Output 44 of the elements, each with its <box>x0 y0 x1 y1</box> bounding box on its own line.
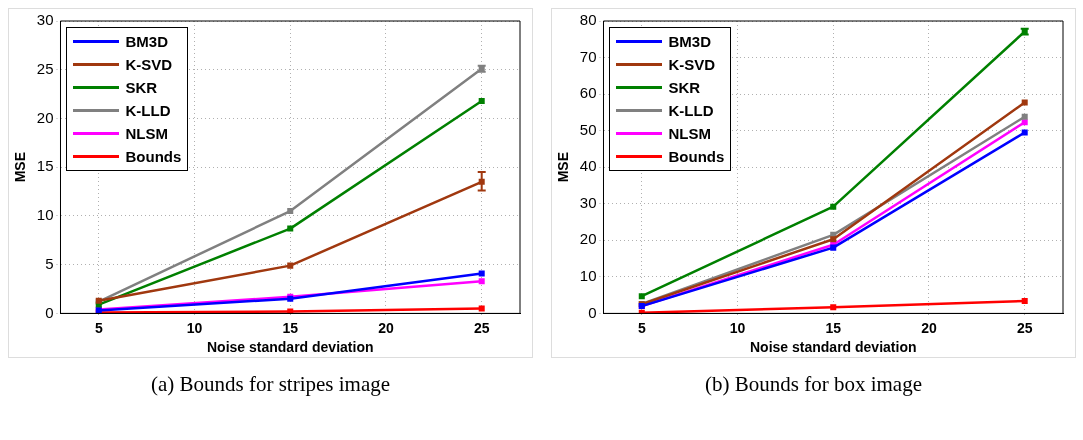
x-tick-label: 5 <box>637 319 646 336</box>
x-axis-title: Noise standard deviation <box>207 339 374 356</box>
y-tick-label: 80 <box>579 11 597 29</box>
y-tick-label: 60 <box>579 84 597 102</box>
legend-label: K-SVD <box>668 56 716 73</box>
x-tick-label: 10 <box>729 319 746 336</box>
y-tick-label: 40 <box>579 157 597 175</box>
x-tick-label: 10 <box>186 319 203 336</box>
y-tick-label: 50 <box>579 120 597 138</box>
y-tick-label: 30 <box>36 11 54 29</box>
y-tick-label: 20 <box>36 108 54 126</box>
legend-label: Bounds <box>125 148 182 165</box>
text: (a) Bounds for stripes image <box>149 372 392 397</box>
legend-label: SKR <box>125 79 158 96</box>
x-tick-label: 20 <box>921 319 937 336</box>
x-tick-label: 15 <box>282 319 299 336</box>
x-axis-title: Noise standard deviation <box>750 339 917 356</box>
legend-label: K-LLD <box>668 102 714 119</box>
x-tick-label: 25 <box>473 319 490 336</box>
legend-label: BM3D <box>668 33 711 50</box>
legend-label: NLSM <box>668 125 711 142</box>
legend-label: SKR <box>668 79 701 96</box>
y-tick-label: 0 <box>588 303 597 321</box>
y-tick-label: 15 <box>36 157 54 175</box>
x-tick-label: 25 <box>1016 319 1033 336</box>
y-tick-label: 0 <box>45 303 54 321</box>
y-tick-label: 70 <box>579 47 597 65</box>
x-tick-label: 20 <box>378 319 394 336</box>
y-tick-label: 25 <box>36 59 54 77</box>
legend-label: Bounds <box>668 148 725 165</box>
x-tick-label: 5 <box>94 319 103 336</box>
y-tick-label: 5 <box>45 254 54 272</box>
legend-label: NLSM <box>125 125 168 142</box>
y-tick-label: 10 <box>579 266 597 284</box>
y-tick-label: 30 <box>579 193 597 211</box>
y-tick-label: 10 <box>36 206 54 224</box>
text: (b) Bounds for box image <box>704 372 923 397</box>
legend-label: K-SVD <box>125 56 173 73</box>
y-tick-label: 20 <box>579 230 597 248</box>
y-axis-title: MSE <box>12 152 29 183</box>
y-axis-title: MSE <box>555 152 572 183</box>
legend-label: K-LLD <box>125 102 171 119</box>
x-tick-label: 15 <box>825 319 842 336</box>
legend-label: BM3D <box>125 33 168 50</box>
